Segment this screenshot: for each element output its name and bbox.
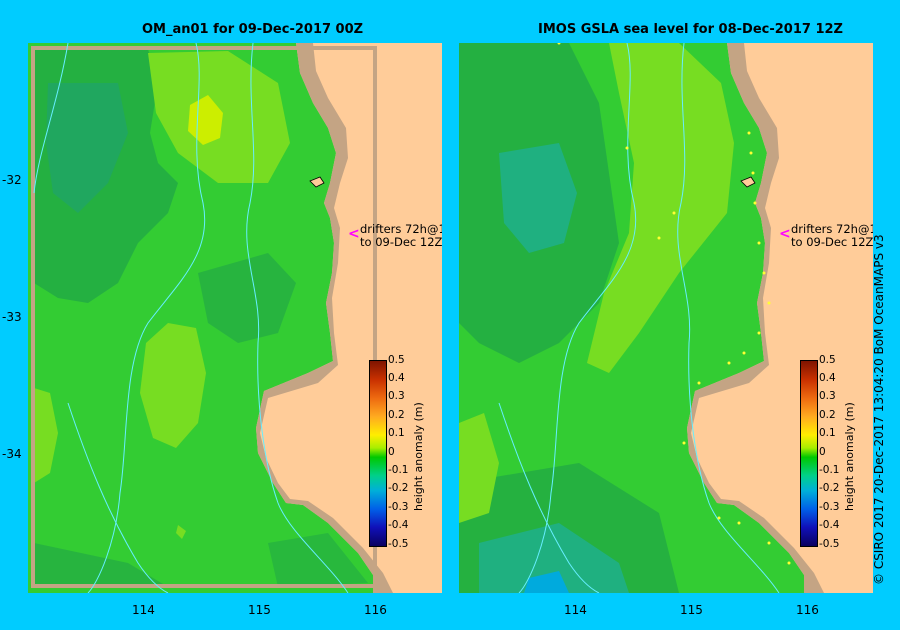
isobath-contour	[677, 43, 780, 593]
island	[309, 176, 325, 188]
left-map: < drifters 72h@12h to 09-Dec 12Z 0.5 0.4…	[28, 43, 442, 593]
drifter-note-line: to 09-Dec 12Z	[360, 235, 442, 249]
high-anomaly-region	[587, 43, 734, 373]
colorbar-tick: 0.2	[819, 409, 836, 421]
credit-text: © CSIRO 2017 20-Dec-2017 13:04:20 BoM Oc…	[872, 234, 886, 585]
colorbar-tick: -0.1	[388, 464, 409, 476]
lon-tick-label: 116	[364, 603, 387, 617]
lat-tick-label: -33	[2, 310, 22, 324]
isobath-contour	[518, 43, 637, 593]
left-panel-title: OM_an01 for 09-Dec-2017 00Z	[142, 22, 364, 37]
low-anomaly-region	[198, 253, 296, 343]
isobath-contour	[33, 43, 69, 194]
lat-tick-label: -32	[2, 173, 22, 187]
colorbar-tick: -0.2	[388, 482, 409, 494]
colorbar-label: height anomaly (m)	[843, 402, 856, 511]
left-colorbar	[369, 360, 387, 547]
drifter-arrow-icon: <	[348, 226, 360, 242]
colorbar-tick: -0.4	[388, 519, 409, 531]
colorbar-tick: 0	[388, 446, 395, 458]
lowest-anomaly-region	[524, 571, 569, 593]
drifter-note-line: to 09-Dec 12Z	[791, 235, 873, 249]
right-colorbar	[800, 360, 818, 547]
island	[740, 176, 756, 188]
colorbar-tick: 0.4	[819, 372, 836, 384]
low-anomaly-region	[499, 143, 577, 253]
colorbar-tick: -0.3	[819, 501, 840, 513]
drifter-note-line: drifters 72h@12h	[791, 222, 873, 236]
isobath-contour	[246, 43, 349, 593]
high-anomaly-region	[140, 323, 206, 448]
low-anomaly-region	[34, 543, 168, 587]
lat-tick-label: -34	[2, 447, 22, 461]
right-map: < drifters 72h@12h to 09-Dec 12Z 0.5 0.4…	[459, 43, 873, 593]
high-anomaly-region	[34, 388, 58, 483]
colorbar-tick: 0.1	[819, 427, 836, 439]
right-drifter-note: < drifters 72h@12h to 09-Dec 12Z	[779, 222, 873, 249]
isobath-contour	[498, 402, 600, 593]
drifter-arrow-icon: <	[779, 226, 791, 242]
colorbar-tick: 0.3	[388, 390, 405, 402]
right-panel-title: IMOS GSLA sea level for 08-Dec-2017 12Z	[538, 22, 843, 37]
low-anomaly-region	[46, 83, 128, 213]
isobath-contour	[67, 402, 169, 593]
lon-tick-label: 114	[564, 603, 587, 617]
colorbar-tick: -0.3	[388, 501, 409, 513]
colorbar-tick: 0	[819, 446, 826, 458]
isobath-contour	[87, 43, 206, 593]
colorbar-tick: -0.2	[819, 482, 840, 494]
colorbar-tick: 0.5	[388, 354, 405, 366]
right-map-canvas	[459, 43, 824, 593]
lon-tick-label: 115	[680, 603, 703, 617]
low-anomaly-region	[479, 523, 629, 593]
lon-tick-label: 114	[132, 603, 155, 617]
left-map-canvas	[28, 43, 393, 593]
lon-tick-label: 115	[248, 603, 271, 617]
drifter-note-line: drifters 72h@12h	[360, 222, 442, 236]
colorbar-tick: 0.1	[388, 427, 405, 439]
low-anomaly-region	[268, 533, 368, 587]
colorbar-label: height anomaly (m)	[412, 402, 425, 511]
colorbar-tick: -0.5	[819, 538, 840, 550]
colorbar-tick: 0.4	[388, 372, 405, 384]
lon-tick-label: 116	[796, 603, 819, 617]
high-anomaly-region	[176, 525, 186, 539]
left-drifter-note: < drifters 72h@12h to 09-Dec 12Z	[348, 222, 442, 249]
high-anomaly-region	[459, 413, 499, 523]
colorbar-tick: 0.2	[388, 409, 405, 421]
colorbar-tick: -0.5	[388, 538, 409, 550]
drifter-tracks	[557, 43, 791, 565]
colorbar-tick: 0.5	[819, 354, 836, 366]
colorbar-tick: -0.1	[819, 464, 840, 476]
colorbar-tick: 0.3	[819, 390, 836, 402]
colorbar-tick: -0.4	[819, 519, 840, 531]
